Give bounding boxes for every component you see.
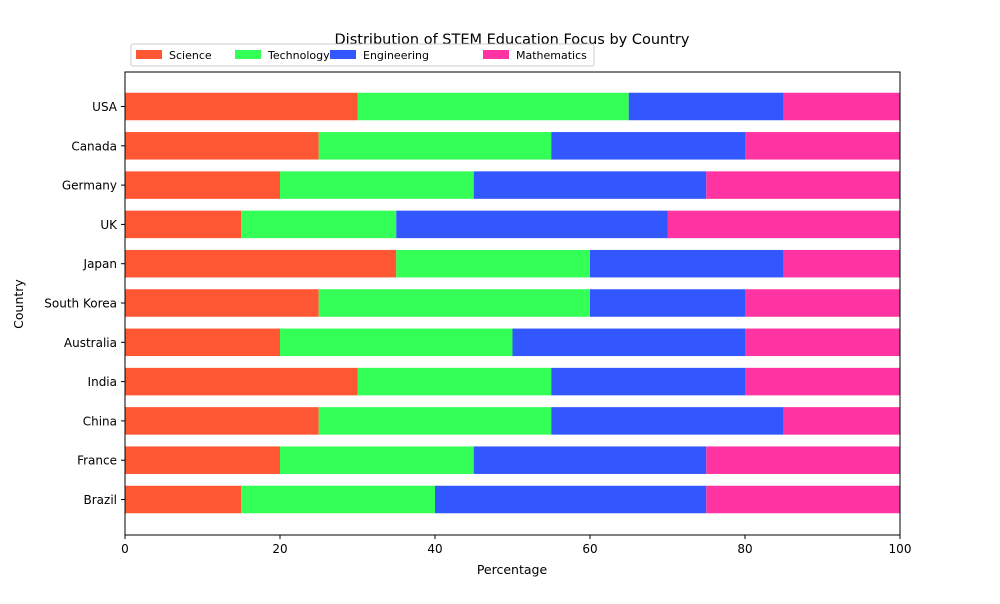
- bar-technology-china: [318, 407, 552, 435]
- y-tick-label-china: China: [83, 414, 117, 428]
- legend-label-engineering: Engineering: [363, 49, 429, 62]
- bar-engineering-france: [473, 446, 707, 474]
- bar-science-germany: [125, 171, 280, 199]
- y-axis-label: Country: [11, 279, 26, 329]
- bar-science-usa: [125, 92, 358, 121]
- legend-swatch-mathematics: [483, 50, 509, 59]
- bar-science-uk: [125, 210, 242, 239]
- bar-technology-japan: [396, 249, 590, 278]
- legend-label-technology: Technology: [267, 49, 330, 62]
- bar-mathematics-australia: [745, 328, 900, 357]
- bar-engineering-germany: [473, 171, 707, 199]
- y-tick-label-germany: Germany: [62, 179, 117, 193]
- bar-engineering-uk: [396, 210, 668, 239]
- x-axis-label: Percentage: [477, 562, 548, 577]
- bar-science-france: [125, 446, 280, 474]
- x-tick-label-40: 40: [427, 542, 442, 556]
- bar-engineering-canada: [551, 132, 745, 160]
- bar-technology-australia: [280, 328, 513, 357]
- y-tick-label-japan: Japan: [83, 257, 117, 271]
- y-tick-label-france: France: [77, 454, 117, 468]
- x-tick-label-100: 100: [889, 542, 912, 556]
- bar-science-india: [125, 367, 358, 396]
- bar-engineering-south-korea: [590, 289, 745, 317]
- bar-mathematics-france: [706, 446, 900, 474]
- legend-swatch-science: [136, 50, 162, 59]
- bar-science-china: [125, 407, 319, 435]
- legend-swatch-engineering: [330, 50, 356, 59]
- bar-technology-brazil: [241, 485, 435, 514]
- y-tick-label-india: India: [88, 375, 117, 389]
- y-tick-label-brazil: Brazil: [84, 493, 118, 507]
- bar-science-japan: [125, 249, 397, 278]
- y-tick-label-uk: UK: [100, 218, 118, 232]
- legend-box: [130, 43, 595, 67]
- bar-technology-france: [280, 446, 474, 474]
- bar-mathematics-germany: [706, 171, 900, 199]
- x-tick-label-60: 60: [582, 542, 597, 556]
- legend: Science Technology Engineering Mathematics: [130, 43, 595, 67]
- bar-mathematics-japan: [783, 249, 900, 278]
- y-tick-label-australia: Australia: [64, 336, 117, 350]
- bar-mathematics-uk: [667, 210, 900, 239]
- y-tick-label-usa: USA: [92, 100, 118, 114]
- x-tick-label-20: 20: [272, 542, 287, 556]
- legend-label-science: Science: [169, 49, 212, 62]
- legend-swatch-technology: [235, 50, 261, 59]
- bar-science-south-korea: [125, 289, 319, 317]
- bar-engineering-brazil: [435, 485, 707, 514]
- bar-engineering-japan: [590, 249, 784, 278]
- bar-science-canada: [125, 132, 319, 160]
- bar-technology-south-korea: [318, 289, 590, 317]
- bar-mathematics-brazil: [706, 485, 900, 514]
- bar-engineering-india: [551, 367, 745, 396]
- bar-mathematics-canada: [745, 132, 900, 160]
- x-tick-label-0: 0: [121, 542, 129, 556]
- y-tick-label-south-korea: South Korea: [44, 297, 117, 311]
- legend-label-mathematics: Mathematics: [516, 49, 587, 62]
- y-tick-label-canada: Canada: [71, 139, 117, 153]
- x-axis: 0 20 40 60 80 100: [121, 535, 911, 556]
- y-axis: USA Canada Germany UK Japan South Korea Austra…: [44, 100, 125, 507]
- bar-technology-germany: [280, 171, 474, 199]
- bar-science-australia: [125, 328, 280, 357]
- bar-science-brazil: [125, 485, 242, 514]
- bar-technology-usa: [357, 92, 629, 121]
- x-tick-label-80: 80: [737, 542, 752, 556]
- bar-engineering-china: [551, 407, 784, 435]
- bar-mathematics-south-korea: [745, 289, 900, 317]
- bar-mathematics-china: [783, 407, 900, 435]
- bar-engineering-australia: [512, 328, 745, 357]
- bar-mathematics-usa: [783, 92, 900, 121]
- bar-technology-canada: [318, 132, 552, 160]
- bar-engineering-usa: [628, 92, 784, 121]
- bar-mathematics-india: [745, 367, 900, 396]
- bar-technology-india: [357, 367, 552, 396]
- bar-technology-uk: [241, 210, 397, 239]
- bars-group: [125, 92, 900, 514]
